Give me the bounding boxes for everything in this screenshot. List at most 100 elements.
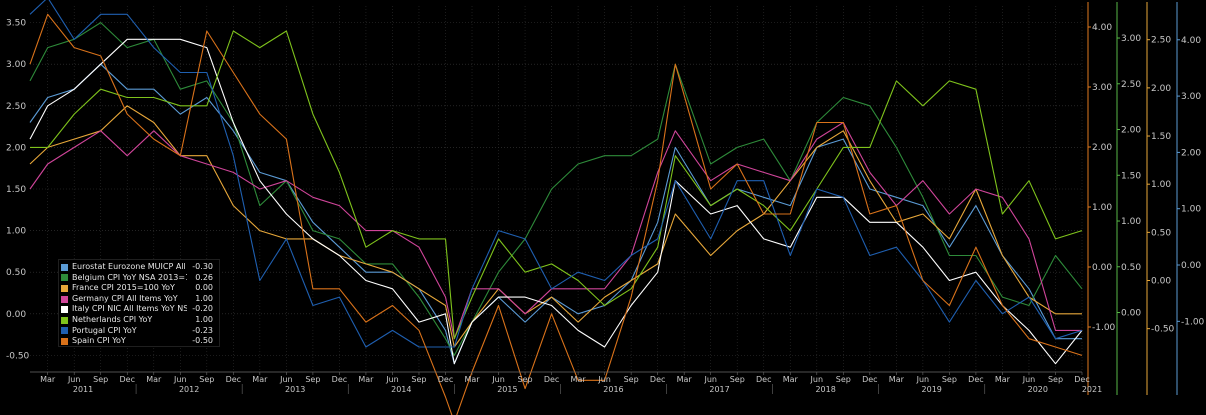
right-tick-label: 1.50 [1151,132,1171,142]
x-tick-label: Sep [518,375,533,384]
legend-swatch [61,263,68,271]
series-line [29,22,1083,356]
left-tick-label: 3.00 [6,60,26,70]
legend-item: Italy CPI NIC All Items YoY NS -0.20 [61,304,217,315]
legend-item: Spain CPI YoY -0.50 [61,336,217,347]
x-tick-label: Sep [836,375,851,384]
x-tick-label: Dec [968,375,983,384]
year-label: 2015 [497,385,517,394]
year-label: 2020 [1028,385,1048,394]
right-tick-label: 3.00 [1181,92,1201,102]
x-tick-label: Mar [995,375,1011,384]
legend-item: Belgium CPI YoY NSA 2013=100 0.26 [61,273,217,284]
legend-label: Belgium CPI YoY NSA 2013=100 [72,272,187,282]
x-tick-label: Dec [1074,375,1089,384]
x-tick-label: Jun [67,375,81,384]
x-tick-label: Dec [544,375,559,384]
right-tick-label: 2.00 [1181,148,1201,158]
year-label: 2016 [603,385,623,394]
x-tick-label: Dec [226,375,241,384]
legend-swatch [61,284,68,292]
legend-label: Eurostat Eurozone MUICP All It [72,262,187,271]
right-tick-label: 1.00 [1181,205,1201,215]
x-tick-label: Dec [438,375,453,384]
legend-item: Germany CPI All Items YoY 1.00 [61,294,217,305]
series-line [29,0,1083,348]
right-tick-label: 2.00 [1092,143,1112,153]
x-tick-label: Jun [810,375,824,384]
right-tick-label: 4.00 [1181,36,1201,46]
x-tick-label: Sep [305,375,320,384]
year-label: 2012 [179,385,199,394]
x-tick-label: Mar [252,375,268,384]
legend-item: Netherlands CPI YoY 1.00 [61,315,217,326]
x-tick-label: Dec [862,375,877,384]
x-tick-label: Jun [173,375,187,384]
legend: Eurostat Eurozone MUICP All It -0.30 Belgi… [58,259,220,347]
right-tick-label: 2.00 [1121,126,1141,136]
x-tick-label: Jun [1022,375,1036,384]
legend-item: Portugal CPI YoY -0.23 [61,326,217,337]
right-axes: 4.00 3.00 2.00 1.00 0.00 -1.00 3.00 2.50 2.00 1.5… [1087,2,1205,395]
right-tick-label: -1.00 [1092,323,1116,333]
series-line [29,13,1083,415]
legend-swatch [61,295,68,303]
left-tick-label: 1.50 [6,185,26,195]
right-tick-label: 0.00 [1181,261,1201,271]
legend-value: 1.00 [195,314,213,324]
legend-label: Italy CPI NIC All Items YoY NS [72,304,187,314]
legend-swatch [61,337,68,345]
right-tick-label: 1.00 [1151,180,1171,190]
x-tick-label: Jun [491,375,505,384]
left-tick-label: 1.00 [6,227,26,237]
x-tick-label: Sep [1048,375,1063,384]
right-tick-label: 0.50 [1151,228,1171,238]
x-tick-label: Jun [279,375,293,384]
series-lines [29,0,1083,415]
right-tick-label: 1.50 [1121,171,1141,181]
x-tick-label: Mar [40,375,56,384]
right-tick-label: 2.00 [1151,84,1171,94]
x-tick-label: Mar [464,375,480,384]
x-tick-label: Dec [120,375,135,384]
left-tick-label: 2.50 [6,102,26,112]
right-tick-label: -1.00 [1181,317,1205,327]
legend-value: 0.26 [195,272,213,282]
x-tick-label: Sep [199,375,214,384]
left-axis: 3.50 3.00 2.50 2.00 1.50 1.00 0.50 0.00 -0.50 [6,19,30,362]
x-tick-label: Sep [93,375,108,384]
legend-label: Portugal CPI YoY [72,325,137,335]
x-tick-label: Dec [756,375,771,384]
right-tick-label: 4.00 [1092,23,1112,33]
x-tick-label: Mar [146,375,162,384]
right-tick-label: -0.50 [1151,325,1175,335]
series-line [29,63,1082,365]
legend-swatch [61,316,68,324]
year-label: 2018 [815,385,835,394]
legend-label: Spain CPI YoY [72,336,126,346]
right-tick-label: 0.00 [1121,309,1141,319]
x-tick-label: Jun [385,375,399,384]
year-label: 2019 [922,385,942,394]
legend-item: Eurostat Eurozone MUICP All It -0.30 [61,262,217,273]
right-tick-label: 0.50 [1121,263,1141,273]
legend-label: France CPI 2015=100 YoY [72,283,175,293]
x-tick-label: Jun [597,375,611,384]
x-tick-label: Jun [703,375,717,384]
legend-value: -0.30 [192,262,213,271]
right-tick-label: 1.00 [1121,217,1141,227]
legend-swatch [61,327,68,335]
x-tick-label: Mar [677,375,693,384]
legend-label: Germany CPI All Items YoY [72,293,178,303]
year-label: 2017 [709,385,729,394]
x-tick-label: Dec [650,375,665,384]
x-tick-label: Mar [358,375,374,384]
x-tick-label: Sep [730,375,745,384]
legend-value: -0.20 [192,304,213,314]
left-tick-label: 2.00 [6,143,26,153]
legend-label: Netherlands CPI YoY [72,314,153,324]
year-label: 2011 [73,385,93,394]
year-label: 2013 [285,385,305,394]
legend-item: France CPI 2015=100 YoY 0.00 [61,283,217,294]
